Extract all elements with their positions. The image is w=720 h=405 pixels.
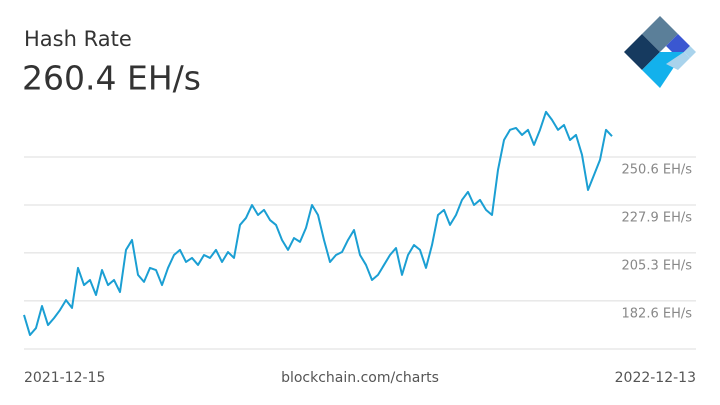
y-tick-label: 250.6 EH/s (622, 162, 693, 177)
y-tick-label: 227.9 EH/s (622, 211, 693, 226)
chart-title: Hash Rate (24, 27, 132, 51)
y-tick-label: 182.6 EH/s (622, 306, 693, 321)
x-end-label: 2022-12-13 (615, 370, 696, 386)
x-start-label: 2021-12-15 (24, 370, 105, 386)
logo (624, 16, 696, 88)
hash-rate-line (23, 110, 613, 337)
y-tick-label: 205.3 EH/s (622, 258, 693, 273)
current-value: 260.4 EH/s (22, 59, 201, 98)
source-label: blockchain.com/charts (281, 370, 439, 386)
